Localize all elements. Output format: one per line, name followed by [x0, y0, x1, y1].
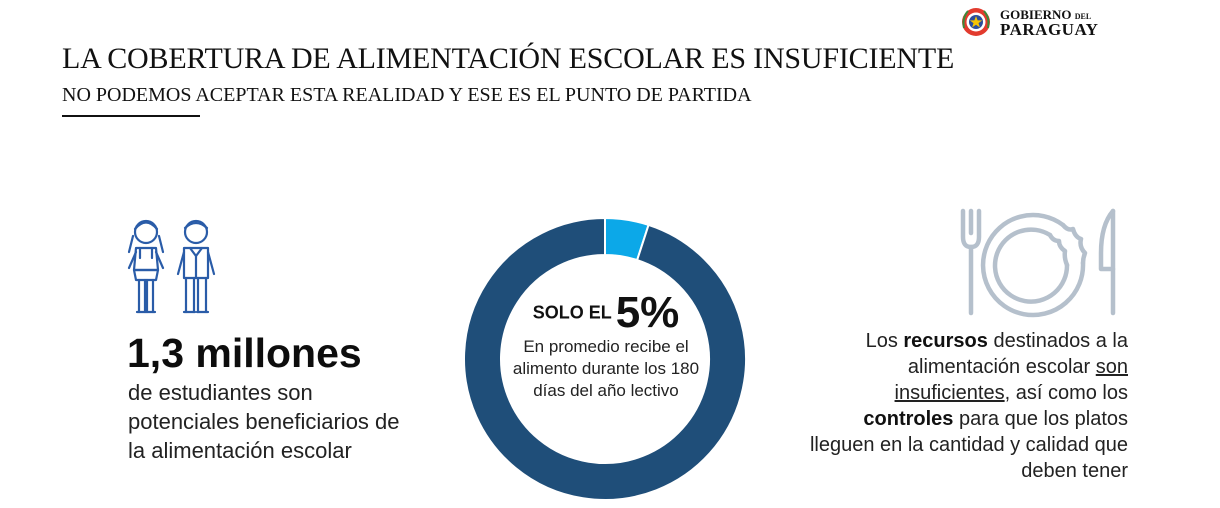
- resources-text-2: destinados a la alimentación escolar: [907, 330, 1128, 378]
- students-description: de estudiantes son potenciales beneficia…: [128, 380, 400, 463]
- controls-bold: controles: [863, 408, 954, 430]
- donut-center-value: 5%: [615, 288, 680, 337]
- donut-center-label: SOLO EL5% En promedio recibe el alimento…: [495, 288, 717, 402]
- logo-line2: PARAGUAY: [1000, 20, 1099, 39]
- donut-center-headline: SOLO EL5%: [495, 288, 717, 338]
- donut-slice-1: [464, 218, 746, 500]
- page-title: LA COBERTURA DE ALIMENTACIÓN ESCOLAR ES …: [62, 42, 955, 75]
- donut-center-description: En promedio recibe el alimento durante l…: [512, 337, 700, 400]
- government-logo: GOBIERNO DEL PARAGUAY: [958, 4, 1118, 40]
- resources-bold: recursos: [903, 330, 988, 352]
- resources-statement: Los recursos destinados a la alimentació…: [800, 328, 1128, 484]
- coverage-donut-chart: [464, 218, 746, 500]
- students-count: 1,3 millones: [127, 330, 362, 376]
- resources-text-4: para que los platos lleguen en la cantid…: [809, 408, 1128, 482]
- page-subtitle: NO PODEMOS ACEPTAR ESTA REALIDAD Y ESE E…: [62, 84, 752, 106]
- donut-center-lead: SOLO EL: [532, 302, 612, 323]
- resources-text-3: , así como los: [1004, 382, 1128, 404]
- coat-of-arms-icon: [962, 8, 990, 36]
- logo-line1: GOBIERNO DEL: [1000, 7, 1092, 22]
- title-underline: [62, 115, 200, 117]
- students-icon: [127, 219, 216, 314]
- resources-text-1: Los: [865, 330, 904, 352]
- cutlery-plate-icon: [960, 208, 1116, 318]
- insufficient-underlined: son insuficientes: [894, 356, 1128, 404]
